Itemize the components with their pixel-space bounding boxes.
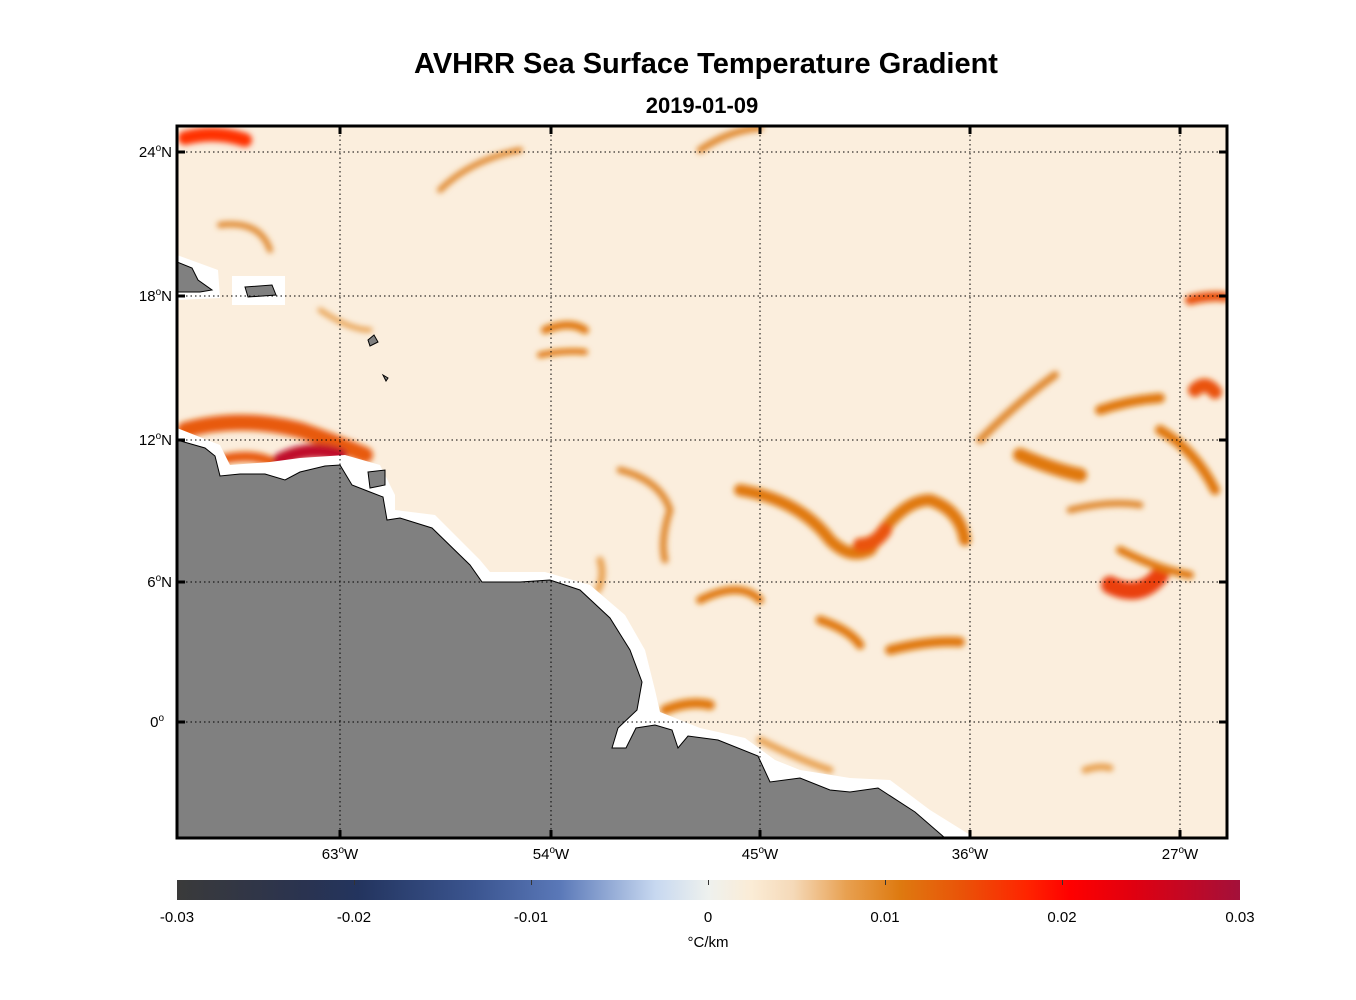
colorbar-label: -0.03 [159, 909, 195, 926]
front [976, 371, 1059, 444]
strong-front [1101, 566, 1169, 600]
strong-front [273, 444, 347, 467]
lat-label-18n: 18oN [138, 287, 172, 305]
colorbar-tick [885, 880, 886, 885]
front [1081, 763, 1114, 774]
land-island-trinidad [367, 469, 386, 489]
front [177, 414, 373, 463]
colorbar-label: 0 [703, 909, 713, 926]
front [217, 221, 273, 253]
front [1116, 546, 1194, 579]
lon-label-54w: 54oW [532, 845, 570, 863]
front [1013, 448, 1087, 482]
colorbar-label: 0.02 [1047, 909, 1077, 926]
lat-label-6n: 6oN [147, 573, 172, 591]
colorbar-label: 0.01 [870, 909, 900, 926]
lon-label-45w: 45oW [741, 845, 779, 863]
front [537, 348, 588, 358]
land-island-puerto-rico [244, 284, 277, 298]
colorbar-tick [531, 880, 532, 885]
front [1188, 378, 1222, 399]
colorbar-tick [708, 880, 709, 885]
lat-label-12n: 12oN [138, 431, 172, 449]
front [1155, 425, 1220, 495]
colorbar-tick [1062, 880, 1063, 885]
front [317, 307, 373, 333]
colorbar-units: °C/km [687, 934, 729, 951]
front [696, 586, 764, 604]
lon-label-36w: 36oW [951, 845, 989, 863]
gradient-fronts [177, 126, 1227, 774]
front [1066, 499, 1144, 514]
land-island-hispaniola [177, 261, 214, 293]
map-date-subtitle: 2019-01-09 [645, 93, 759, 118]
front [756, 736, 834, 774]
lat-label-24n: 24oN [138, 143, 172, 161]
lon-label-63w: 63oW [321, 845, 359, 863]
colorbar-label: 0.03 [1225, 909, 1255, 926]
map-title: AVHRR Sea Surface Temperature Gradient [414, 48, 998, 80]
lon-label-27w: 27oW [1161, 845, 1199, 863]
map-frame [175, 124, 1229, 840]
colorbar-label: -0.01 [513, 909, 549, 926]
front [696, 126, 764, 154]
graticule [177, 126, 1227, 838]
colorbar-label: -0.02 [336, 909, 372, 926]
front [853, 523, 892, 552]
front [541, 321, 589, 334]
front [815, 615, 865, 650]
front [616, 466, 674, 564]
front [885, 636, 965, 655]
colorbar-tick [354, 880, 355, 885]
front [178, 127, 252, 147]
land-south-america [177, 439, 946, 838]
front [594, 556, 606, 594]
land-island-small [367, 334, 389, 382]
lat-label-0: 0o [150, 713, 164, 731]
front [1095, 393, 1165, 415]
front [660, 698, 715, 715]
colorbar [177, 880, 1240, 900]
